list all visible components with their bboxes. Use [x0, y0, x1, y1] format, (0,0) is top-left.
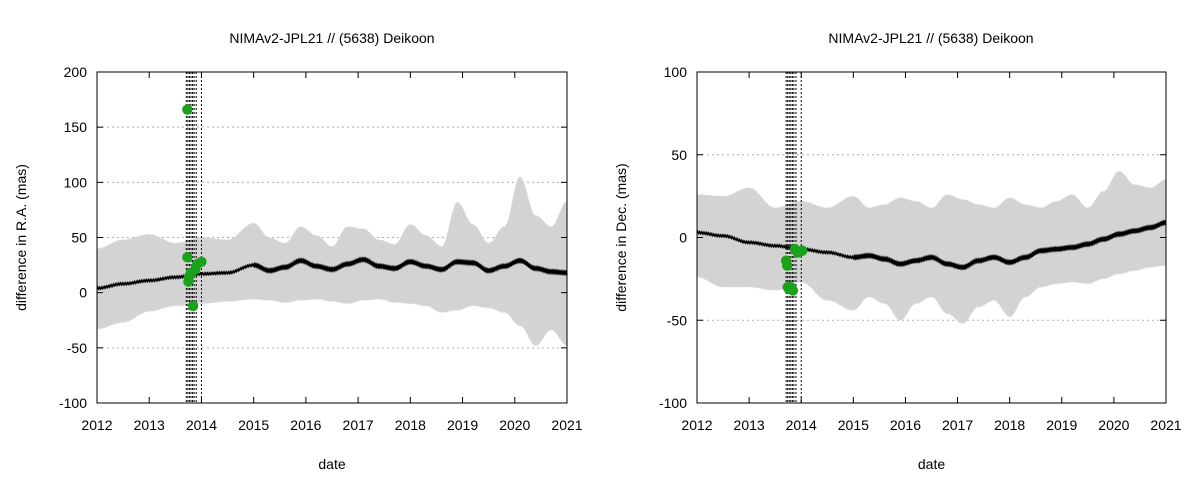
- x-tick-label: 2018: [994, 417, 1025, 433]
- x-axis-label: date: [318, 456, 345, 472]
- y-tick-label: -50: [667, 312, 687, 328]
- y-tick-label: 150: [64, 119, 88, 135]
- chart-title: NIMAv2-JPL21 // (5638) Deikoon: [828, 30, 1033, 46]
- x-tick-label: 2012: [81, 417, 112, 433]
- dec-chart-panel: NIMAv2-JPL21 // (5638) Deikoon 2012 2013 20…: [613, 30, 1182, 472]
- x-tick-label: 2014: [186, 417, 217, 433]
- observation-point: [187, 300, 199, 312]
- y-tick-label: 100: [664, 64, 688, 80]
- x-tick-label: 2020: [1098, 417, 1129, 433]
- observation-point: [196, 256, 207, 267]
- y-tick-label: 200: [64, 64, 88, 80]
- x-tick-label: 2013: [734, 417, 765, 433]
- uncertainty-band: [97, 176, 567, 347]
- x-tick-label: 2016: [890, 417, 921, 433]
- uncertainty-band: [697, 170, 1166, 325]
- y-tick-label: 0: [679, 230, 687, 246]
- y-tick-label: 0: [79, 285, 87, 301]
- y-tick-label: 50: [71, 230, 87, 246]
- center-line: [96, 256, 568, 291]
- x-tick-label: 2017: [343, 417, 374, 433]
- y-tick-label: -100: [659, 395, 687, 411]
- x-tick-label: 2016: [290, 417, 321, 433]
- x-tick-label: 2015: [838, 417, 869, 433]
- x-tick-label: 2019: [447, 417, 478, 433]
- x-tick-label: 2012: [681, 417, 712, 433]
- y-axis-label: difference in Dec. (mas): [613, 163, 629, 311]
- x-tick-label: 2013: [134, 417, 165, 433]
- ra-chart-panel: NIMAv2-JPL21 // (5638) Deikoon 2012 2013 20…: [13, 30, 583, 472]
- x-tick-label: 2020: [499, 417, 530, 433]
- y-tick-label: -100: [59, 395, 87, 411]
- center-line: [696, 219, 1167, 271]
- y-tick-label: 50: [671, 147, 687, 163]
- observation-point: [797, 245, 808, 256]
- observation-point: [182, 252, 193, 263]
- observation-point: [182, 104, 193, 115]
- x-tick-label: 2018: [395, 417, 426, 433]
- y-tick-label: 100: [64, 174, 88, 190]
- x-tick-label: 2014: [786, 417, 817, 433]
- y-tick-label: -50: [67, 340, 87, 356]
- x-tick-label: 2019: [1046, 417, 1077, 433]
- x-tick-label: 2021: [551, 417, 582, 433]
- x-tick-label: 2015: [238, 417, 269, 433]
- chart-title: NIMAv2-JPL21 // (5638) Deikoon: [229, 30, 434, 46]
- observation-point: [781, 260, 793, 271]
- x-tick-label: 2017: [942, 417, 973, 433]
- x-tick-label: 2021: [1150, 417, 1181, 433]
- observation-point: [787, 285, 799, 296]
- x-axis-label: date: [918, 456, 945, 472]
- y-axis-label: difference in R.A. (mas): [13, 164, 29, 311]
